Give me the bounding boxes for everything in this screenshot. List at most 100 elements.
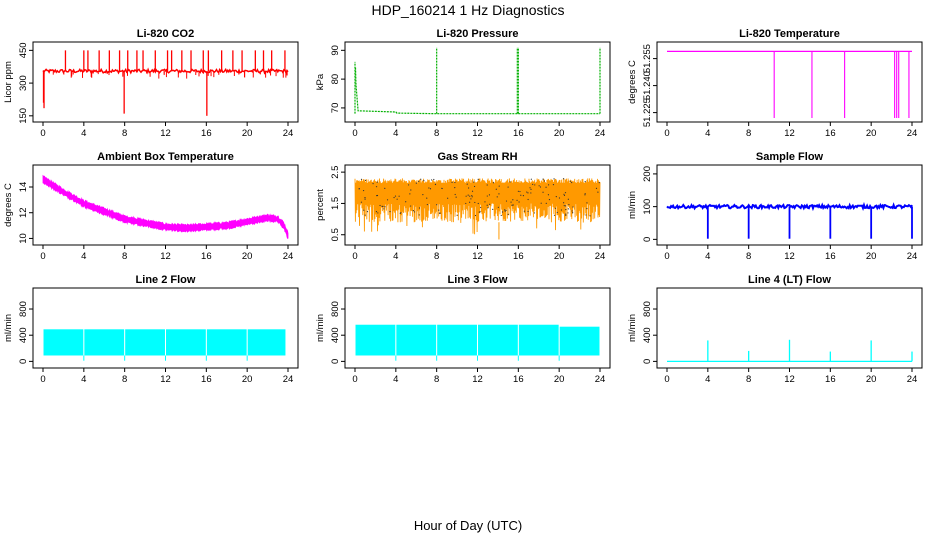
rh-point [484,201,486,203]
rh-point [567,198,569,200]
rh-point [418,207,421,209]
rh-point [511,204,513,206]
rh-point [486,204,488,206]
y-axis-label: degrees C [627,60,638,104]
rh-point [498,193,500,195]
y-tick-label: 10 [18,233,29,244]
rh-point [489,203,491,205]
x-tick-label: 20 [554,374,565,385]
x-tick-label: 0 [352,374,357,385]
rh-point [364,198,366,200]
y-tick-label: 400 [330,327,341,343]
rh-point [362,189,365,192]
rh-point [375,186,378,188]
x-tick-label: 12 [784,374,795,385]
panel-1: Li-820 CO2 Licor ppm 0 4 8 12 16 20 24 150 300 450 [3,28,299,139]
flow-band [84,329,125,356]
panel-title: Ambient Box Temperature [97,151,234,163]
x-tick-label: 0 [40,128,45,139]
rh-point [512,199,514,201]
rh-point [495,188,497,190]
rh-point [398,195,400,197]
rh-point [597,191,599,193]
rh-point [436,204,438,206]
y-axis-label: degrees C [3,183,14,227]
rh-point [520,194,522,196]
panel-title: Sample Flow [756,151,824,163]
rh-point [394,195,397,197]
panel-6: Sample Flow ml/min 0 4 8 12 16 20 24 0 100 200 [627,151,923,262]
rh-point [586,207,588,210]
y-tick-label: 51.240 [642,71,653,100]
x-tick-label: 24 [595,128,606,139]
rh-point [496,196,498,198]
rh-point [563,205,565,207]
series-2 [354,47,601,115]
y-tick-label: 150 [18,108,29,124]
series-6 [666,201,913,239]
rh-point [407,184,410,186]
ambient-temp-band [42,174,289,239]
rh-point [467,194,469,196]
flow-band [355,324,396,356]
flow-band [125,329,165,356]
rh-point [563,193,565,195]
rh-point [527,192,529,194]
x-tick-label: 8 [746,251,751,262]
rh-point [505,200,508,202]
rh-point [471,194,473,197]
x-tick-label: 16 [825,251,836,262]
x-tick-label: 4 [81,251,86,262]
rh-point [426,203,428,206]
rh-point [413,211,416,213]
x-tick-label: 4 [705,251,710,262]
rh-point [360,201,363,203]
rh-point [364,179,367,181]
x-tick-label: 12 [784,128,795,139]
rh-point [399,212,401,214]
rh-point [366,211,369,213]
rh-point [376,181,378,183]
x-tick-label: 16 [201,374,212,385]
rh-point [529,187,531,189]
panel-title: Li-820 Pressure [437,28,519,40]
rh-point [438,209,440,211]
rh-point [363,209,365,211]
rh-point [545,186,547,188]
rh-point [526,191,528,193]
rh-point [589,215,591,217]
rh-point [534,184,536,186]
rh-point [471,190,474,192]
rh-point [527,210,529,213]
rh-point [563,178,565,180]
rh-point [364,197,366,199]
y-tick-label: 51.255 [642,44,653,73]
rh-point [477,178,479,180]
rh-point [505,209,507,211]
rh-point [429,188,432,190]
x-tick-label: 20 [866,128,877,139]
x-tick-label: 16 [201,128,212,139]
rh-point [412,209,414,212]
x-tick-label: 8 [434,128,439,139]
rh-point [538,185,540,187]
rh-point [504,209,506,211]
x-tick-label: 24 [907,251,918,262]
y-tick-label: 400 [18,327,29,343]
rh-point [565,213,567,215]
rh-point [434,183,437,185]
rh-point [542,178,544,180]
x-tick-label: 16 [201,251,212,262]
rh-point [377,212,379,214]
rh-point [567,212,569,214]
rh-point [372,183,374,185]
rh-point [556,211,558,214]
rh-point [418,214,420,216]
x-tick-label: 4 [705,374,710,385]
series-5 [354,178,601,240]
rh-point [439,212,441,214]
x-tick-label: 0 [40,374,45,385]
x-tick-label: 24 [283,128,294,139]
rh-point [469,201,471,203]
